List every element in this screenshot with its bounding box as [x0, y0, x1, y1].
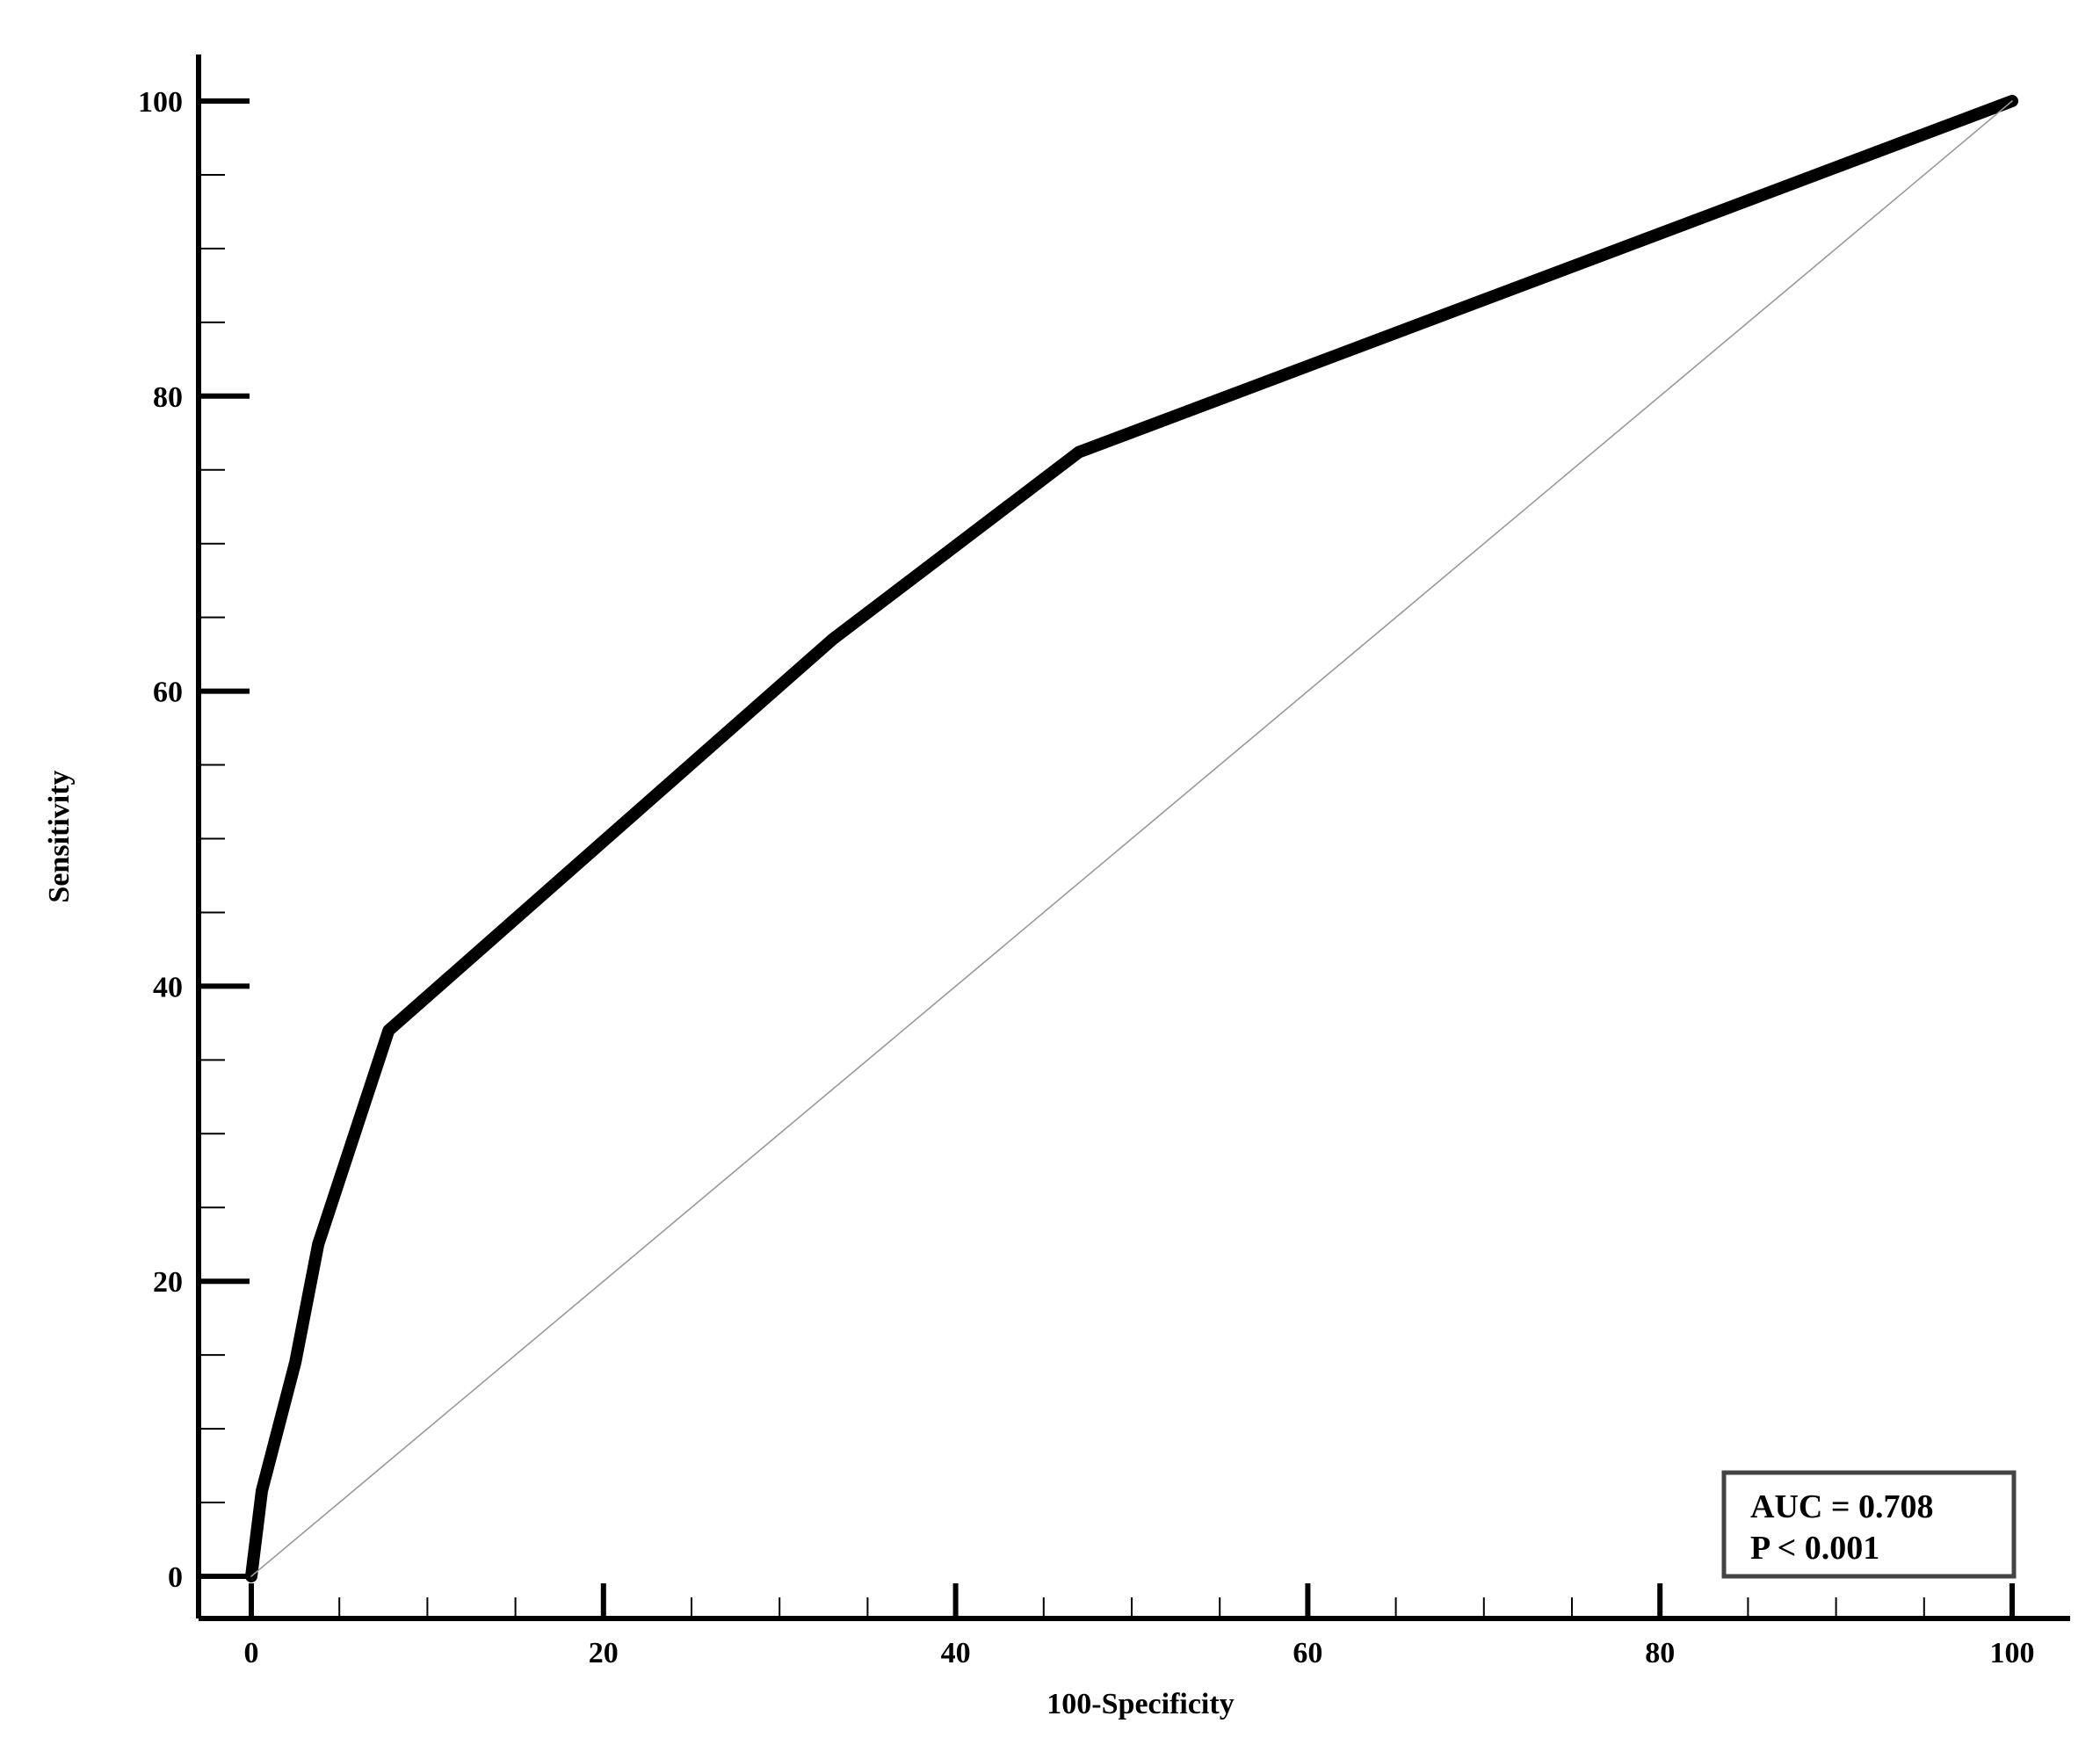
x-tick-label: 20 — [589, 1637, 619, 1669]
x-tick-label: 0 — [244, 1637, 259, 1669]
x-tick-label: 40 — [941, 1637, 971, 1669]
series-layer — [245, 95, 2018, 1582]
reference-diagonal-line — [250, 100, 2013, 1577]
auc-value-text: AUC = 0.708 — [1750, 1488, 1933, 1525]
y-axis-title: Sensitivity — [43, 770, 76, 902]
y-tick-label: 80 — [153, 381, 183, 414]
y-tick-label: 40 — [153, 971, 183, 1003]
p-value-text: P < 0.001 — [1750, 1530, 1879, 1567]
x-tick-label: 80 — [1645, 1637, 1675, 1669]
annotation-border — [1721, 1470, 2017, 1579]
y-tick-label: 20 — [153, 1266, 183, 1299]
x-tick-label: 60 — [1293, 1637, 1322, 1669]
y-tick-label: 100 — [138, 86, 183, 119]
axes — [196, 54, 2070, 1621]
auc-annotation-box: AUC = 0.708 P < 0.001 — [1721, 1470, 2017, 1579]
x-tick-label: 100 — [1990, 1637, 2035, 1669]
minor-ticks — [199, 173, 1925, 1618]
y-tick-label: 60 — [153, 677, 183, 709]
tick-labels: 0 20 40 60 80 100 0 20 40 60 80 100 — [138, 86, 2035, 1669]
x-axis-title: 100-Specificity — [1046, 1688, 1234, 1720]
y-tick-label: 0 — [168, 1561, 183, 1594]
roc-curve-line — [245, 95, 2018, 1582]
major-ticks — [199, 98, 2015, 1618]
